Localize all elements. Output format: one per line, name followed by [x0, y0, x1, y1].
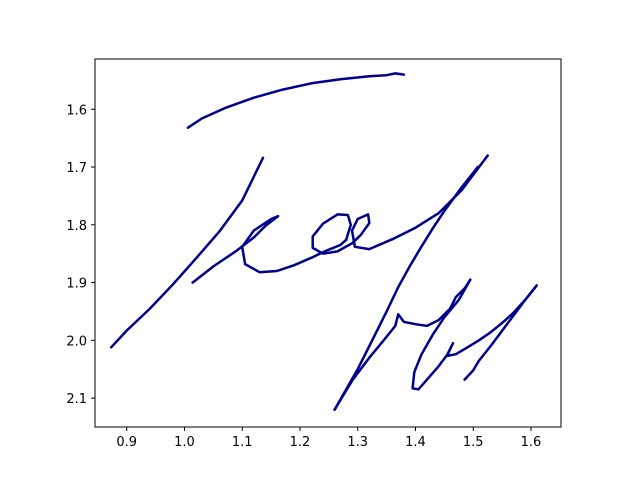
y-tick-label: 1.6: [66, 103, 87, 118]
y-axis: 1.6 1.7 1.8 1.9 2.0 2.1: [66, 103, 95, 407]
x-tick-label: 0.9: [116, 435, 137, 450]
axes-frame: [94, 58, 562, 428]
y-tick-label: 1.7: [66, 161, 87, 176]
x-tick-label: 1.2: [290, 435, 311, 450]
y-tick-label: 1.9: [66, 277, 87, 292]
stroke-5: [333, 165, 480, 411]
stroke-1: [109, 156, 265, 349]
stroke-6: [333, 278, 472, 411]
x-tick-label: 1.0: [174, 435, 195, 450]
stroke-3: [311, 213, 371, 255]
stroke-8: [463, 284, 538, 381]
stroke-0: [186, 72, 406, 129]
x-tick-label: 1.3: [347, 435, 368, 450]
plot-lines: [109, 72, 538, 411]
x-tick-label: 1.4: [405, 435, 426, 450]
stroke-2: [191, 214, 348, 284]
y-tick-label: 2.1: [66, 392, 87, 407]
x-tick-label: 1.1: [232, 435, 253, 450]
stroke-7: [411, 278, 538, 391]
x-axis: 0.9 1.0 1.1 1.2 1.3 1.4 1.5 1.6: [116, 427, 541, 450]
stroke-4: [368, 154, 489, 251]
y-tick-label: 1.8: [66, 219, 87, 234]
x-tick-label: 1.6: [521, 435, 542, 450]
y-tick-label: 2.0: [66, 334, 87, 349]
x-tick-label: 1.5: [463, 435, 484, 450]
